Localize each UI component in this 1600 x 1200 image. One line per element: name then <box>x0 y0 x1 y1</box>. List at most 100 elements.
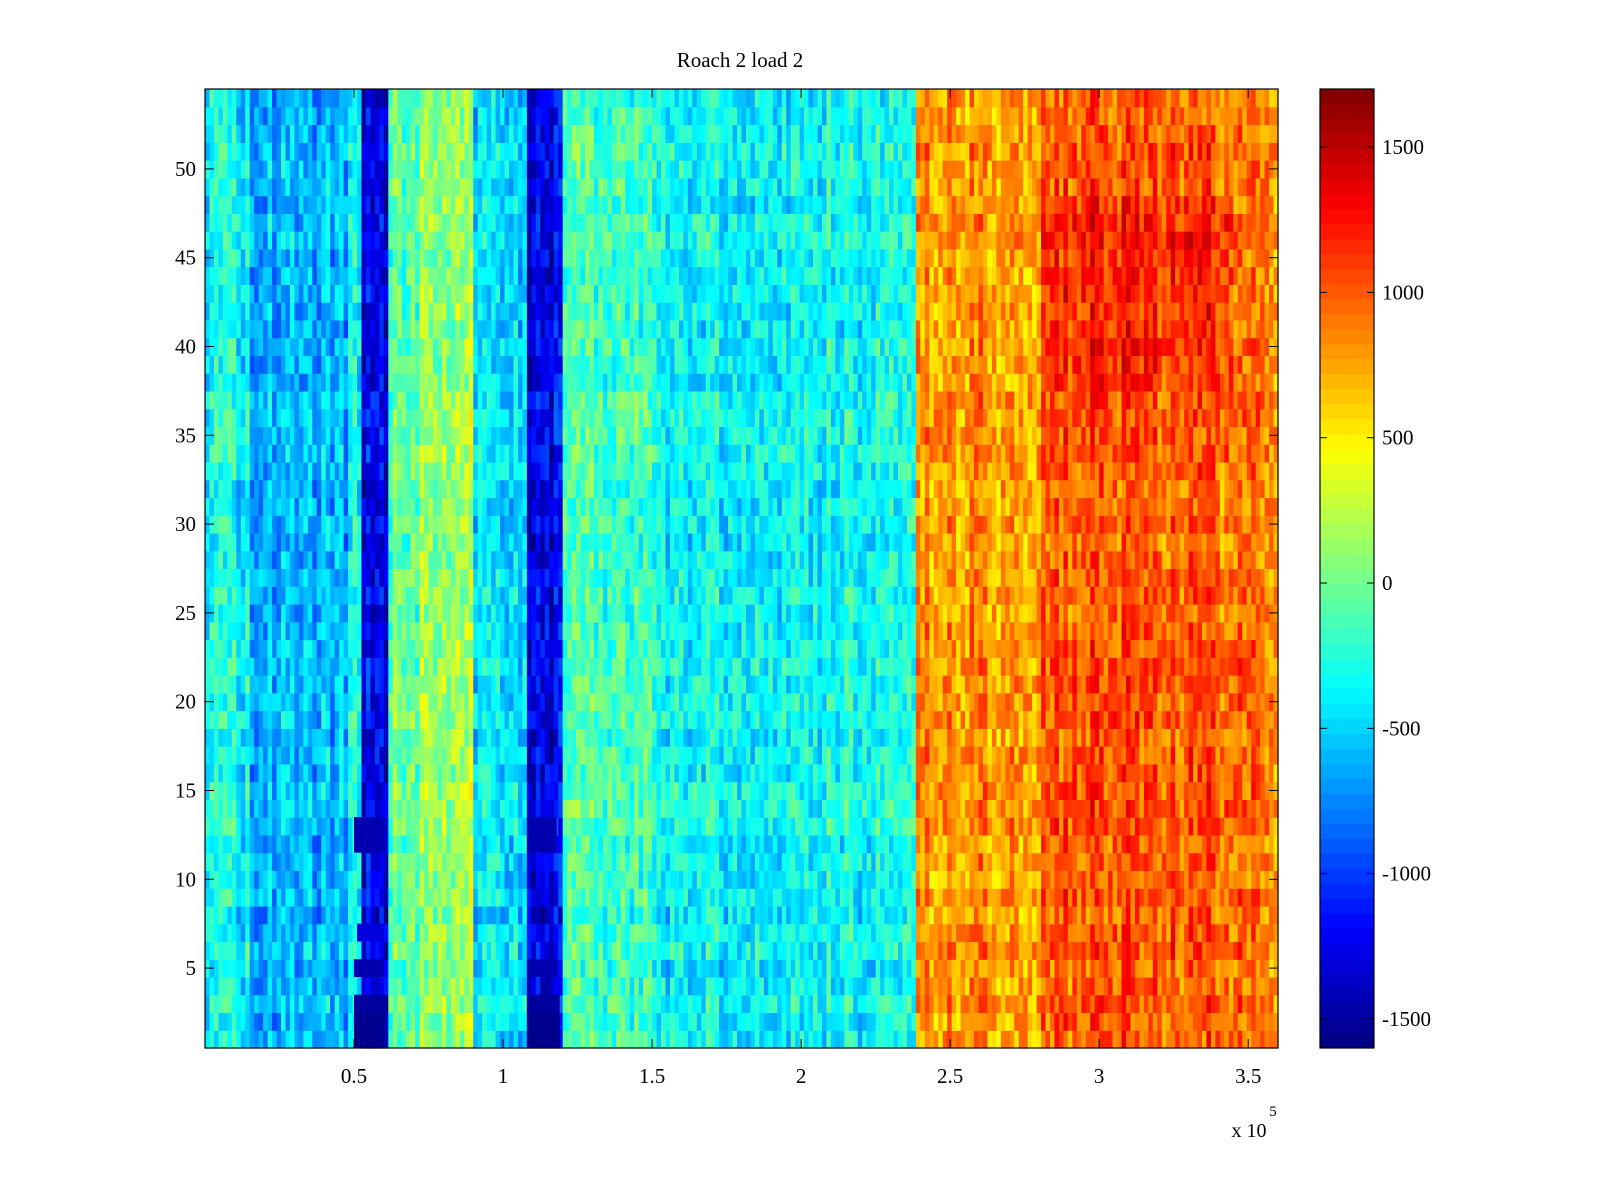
heatmap-cell <box>241 924 246 942</box>
heatmap-cell <box>1122 1030 1127 1048</box>
heatmap-cell <box>1037 693 1042 711</box>
heatmap-cell <box>1005 1030 1010 1048</box>
heatmap-cell <box>983 799 988 817</box>
heatmap-cell <box>643 675 648 693</box>
heatmap-cell <box>1220 693 1225 711</box>
heatmap-cell <box>978 870 983 888</box>
heatmap-cell <box>361 693 366 711</box>
heatmap-cell <box>563 711 568 729</box>
heatmap-cell <box>518 959 523 977</box>
heatmap-cell <box>719 941 724 959</box>
heatmap-cell <box>925 835 930 853</box>
heatmap-cell <box>424 870 429 888</box>
heatmap-cell <box>285 1012 290 1030</box>
heatmap-cell <box>1010 995 1015 1013</box>
heatmap-cell <box>938 995 943 1013</box>
heatmap-cell <box>254 853 259 871</box>
heatmap-cell <box>970 728 975 746</box>
heatmap-cell <box>1139 746 1144 764</box>
heatmap-cell <box>473 817 478 835</box>
heatmap-cell <box>1059 817 1064 835</box>
heatmap-cell <box>581 782 586 800</box>
heatmap-cell <box>402 853 407 871</box>
heatmap-cell <box>522 782 527 800</box>
heatmap-cell <box>1077 870 1082 888</box>
heatmap-cell <box>1095 1012 1100 1030</box>
heatmap-cell <box>759 924 764 942</box>
heatmap-cell <box>885 817 890 835</box>
heatmap-cell <box>482 675 487 693</box>
heatmap-cell <box>563 1012 568 1030</box>
heatmap-cell <box>478 906 483 924</box>
heatmap-cell <box>308 1012 313 1030</box>
heatmap-cell <box>809 835 814 853</box>
heatmap-cell <box>791 941 796 959</box>
heatmap-cell <box>987 959 992 977</box>
heatmap-cell <box>1157 1030 1162 1048</box>
heatmap-cell <box>558 711 563 729</box>
heatmap-cell <box>451 995 456 1013</box>
heatmap-cell <box>634 924 639 942</box>
heatmap-cell <box>576 764 581 782</box>
heatmap-cell <box>715 799 720 817</box>
heatmap-cell <box>728 835 733 853</box>
heatmap-cell <box>482 711 487 729</box>
heatmap-cell <box>205 1030 210 1048</box>
heatmap-cell <box>509 1030 514 1048</box>
heatmap-cell <box>1220 924 1225 942</box>
heatmap-cell <box>902 924 907 942</box>
heatmap-cell <box>947 835 952 853</box>
heatmap-cell <box>576 906 581 924</box>
heatmap-cell <box>1153 711 1158 729</box>
heatmap-cell <box>366 764 371 782</box>
heatmap-cell <box>1233 817 1238 835</box>
heatmap-cell <box>795 924 800 942</box>
heatmap-cell <box>214 888 219 906</box>
heatmap-cell <box>974 1012 979 1030</box>
heatmap-cell <box>795 799 800 817</box>
heatmap-cell <box>634 853 639 871</box>
heatmap-cell <box>335 746 340 764</box>
heatmap-cell <box>715 675 720 693</box>
heatmap-cell <box>1242 764 1247 782</box>
heatmap-cell <box>344 853 349 871</box>
heatmap-cell <box>777 1030 782 1048</box>
heatmap-cell <box>983 924 988 942</box>
heatmap-cell <box>589 799 594 817</box>
heatmap-cell <box>1086 888 1091 906</box>
heatmap-cell <box>853 711 858 729</box>
heatmap-cell <box>1001 995 1006 1013</box>
heatmap-cell <box>804 870 809 888</box>
heatmap-cell <box>312 675 317 693</box>
heatmap-cell <box>254 906 259 924</box>
heatmap-cell <box>223 799 228 817</box>
heatmap-cell <box>1135 711 1140 729</box>
heatmap-cell <box>1265 941 1270 959</box>
heatmap-cell <box>996 675 1001 693</box>
heatmap-cell <box>1184 782 1189 800</box>
heatmap-cell <box>505 799 510 817</box>
heatmap-cell <box>469 746 474 764</box>
heatmap-cell <box>670 728 675 746</box>
heatmap-cell <box>992 746 997 764</box>
heatmap-cell <box>1162 941 1167 959</box>
heatmap-cell <box>759 817 764 835</box>
heatmap-cell <box>308 711 313 729</box>
heatmap-cell <box>858 995 863 1013</box>
heatmap-cell <box>268 799 273 817</box>
heatmap-cell <box>849 817 854 835</box>
heatmap-cell <box>800 870 805 888</box>
heatmap-cell <box>567 711 572 729</box>
heatmap-cell <box>983 977 988 995</box>
heatmap-cell <box>522 906 527 924</box>
heatmap-cell <box>1260 924 1265 942</box>
chart-title: Roach 2 load 2 <box>677 48 804 72</box>
heatmap-cell <box>795 870 800 888</box>
heatmap-cell <box>1032 817 1037 835</box>
heatmap-cell <box>1063 924 1068 942</box>
heatmap-cell <box>791 995 796 1013</box>
heatmap-cell <box>236 1012 241 1030</box>
heatmap-cell <box>1251 906 1256 924</box>
heatmap-cell <box>500 728 505 746</box>
heatmap-cell <box>348 835 353 853</box>
